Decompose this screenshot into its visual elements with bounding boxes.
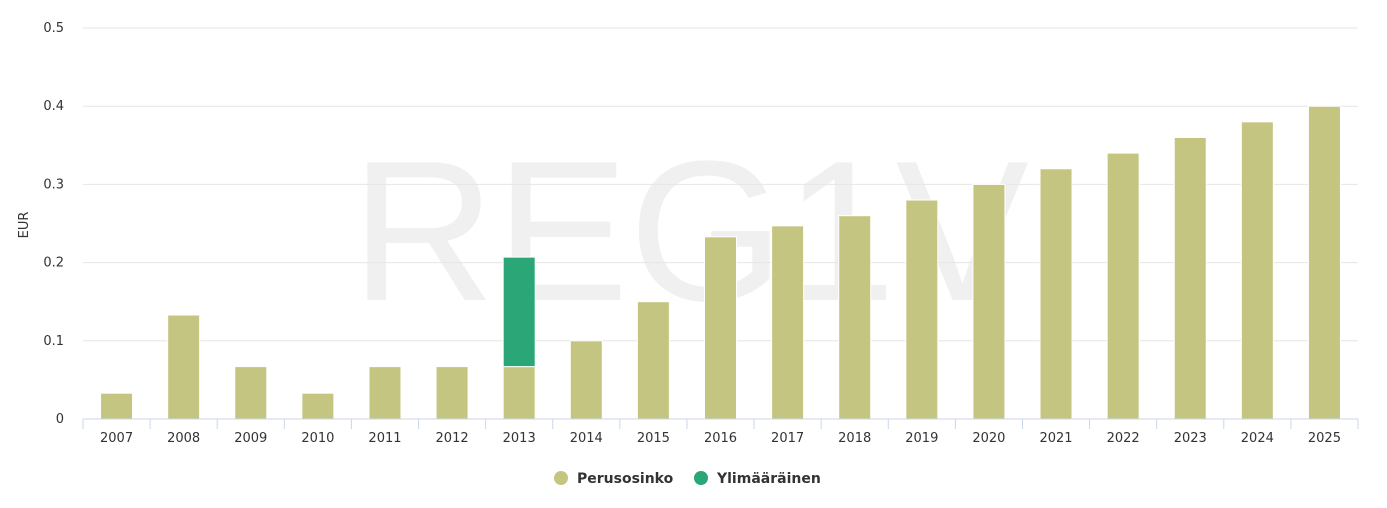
x-tick-label: 2020 [972,431,1005,446]
x-tick-label: 2024 [1241,431,1274,446]
x-tick-label: 2013 [503,431,536,446]
legend-label: Ylimääräinen [716,471,821,487]
y-axis-ticks: 0 0.1 0.2 0.3 0.4 0.5 [43,21,64,427]
bar-2020-base[interactable] [972,183,1006,420]
bar-2014-base[interactable] [569,340,603,420]
y-tick-label: 0.4 [43,99,64,114]
bar-2015-base[interactable] [636,301,670,420]
x-tick-label: 2010 [301,431,334,446]
y-tick-label: 0.2 [43,256,64,271]
x-tick-label: 2015 [637,431,670,446]
bar-2009-base[interactable] [234,366,268,420]
legend-label: Perusosinko [577,471,674,487]
y-axis-title: EUR [17,212,32,239]
x-tick-label: 2009 [234,431,267,446]
x-tick-label: 2012 [436,431,469,446]
x-tick-label: 2019 [905,431,938,446]
legend-item-perusosinko[interactable]: Perusosinko [554,471,674,487]
bar-2007-base[interactable] [100,392,134,420]
x-tick-label: 2007 [100,431,133,446]
x-tick-label: 2022 [1107,431,1140,446]
bar-2011-base[interactable] [368,366,402,420]
legend: Perusosinko Ylimääräinen [554,471,821,487]
legend-marker [694,471,708,485]
x-tick-label: 2021 [1039,431,1072,446]
bar-2022-base[interactable] [1106,152,1140,420]
bar-2018-base[interactable] [838,215,872,420]
bar-2023-base[interactable] [1173,136,1207,420]
bar-2021-base[interactable] [1039,168,1073,420]
y-tick-label: 0 [56,412,64,427]
bar-2013-extra[interactable] [502,256,536,368]
y-tick-label: 0.3 [43,177,64,192]
legend-marker [554,471,568,485]
bar-2024-base[interactable] [1240,121,1274,420]
x-tick-label: 2017 [771,431,804,446]
x-tick-label: 2011 [368,431,401,446]
x-tick-label: 2014 [570,431,603,446]
y-tick-label: 0.5 [43,21,64,36]
bar-2017-base[interactable] [771,225,805,420]
bar-2013-base[interactable] [502,366,536,420]
x-axis: 2007 2008 2009 2010 2011 2012 2013 2014 2015 2016… [82,418,1359,446]
bar-2010-base[interactable] [301,392,335,420]
x-tick-label: 2008 [167,431,200,446]
bars [100,105,1341,420]
bar-2012-base[interactable] [435,366,469,420]
x-tick-label: 2025 [1308,431,1341,446]
bar-2016-base[interactable] [704,236,737,420]
bar-2008-base[interactable] [167,314,201,420]
y-tick-label: 0.1 [43,334,64,349]
x-tick-label: 2023 [1174,431,1207,446]
x-tick-label: 2018 [838,431,871,446]
bar-2025-base[interactable] [1307,105,1341,420]
x-tick-label: 2016 [704,431,737,446]
legend-item-ylimaarainen[interactable]: Ylimääräinen [694,471,821,487]
bar-2019-base[interactable] [905,199,939,420]
